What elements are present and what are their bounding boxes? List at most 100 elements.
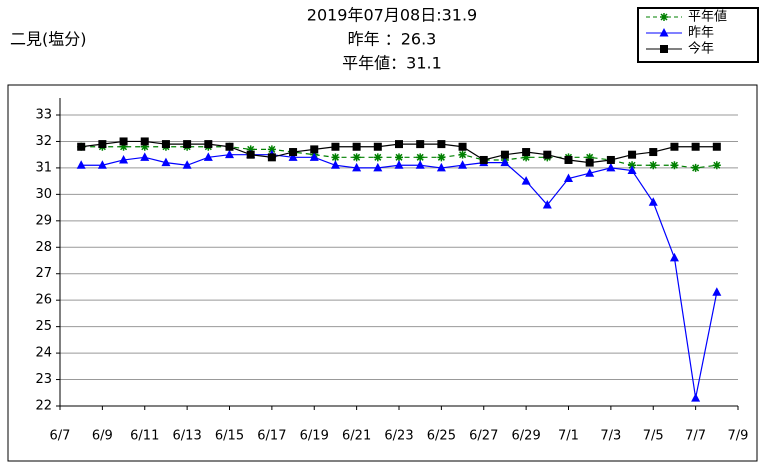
series-marker bbox=[309, 152, 319, 161]
series-marker bbox=[670, 161, 679, 170]
title-line: 平年値：31.1 bbox=[342, 54, 442, 73]
legend-label: 今年 bbox=[688, 41, 714, 57]
series-marker bbox=[437, 153, 446, 162]
series-marker bbox=[330, 160, 340, 169]
series-marker bbox=[97, 160, 107, 169]
series-marker bbox=[564, 155, 573, 164]
series-marker bbox=[564, 173, 573, 182]
series-marker bbox=[352, 162, 362, 172]
series-marker bbox=[373, 162, 383, 172]
x-tick-label: 6/29 bbox=[512, 429, 541, 444]
x-tick-label: 6/27 bbox=[469, 429, 498, 444]
y-tick-label: 30 bbox=[35, 187, 52, 202]
legend-marker bbox=[659, 28, 669, 37]
title-line: 2019年07月08日:31.9 bbox=[307, 6, 477, 25]
series-marker bbox=[352, 142, 361, 151]
chart-frame bbox=[7, 84, 758, 462]
series-marker bbox=[628, 161, 637, 170]
series-marker bbox=[204, 140, 213, 149]
series-marker bbox=[267, 145, 276, 154]
series-marker bbox=[458, 150, 467, 159]
series-marker bbox=[395, 140, 403, 149]
series-marker bbox=[373, 142, 382, 151]
series-marker bbox=[225, 142, 234, 151]
series-marker bbox=[140, 152, 150, 161]
x-tick-label: 6/13 bbox=[173, 429, 202, 444]
series-marker bbox=[373, 153, 382, 162]
series-marker bbox=[98, 140, 107, 149]
y-tick-label: 33 bbox=[35, 108, 52, 123]
series-marker bbox=[542, 199, 552, 209]
series-marker bbox=[77, 142, 86, 151]
series-marker bbox=[352, 153, 361, 162]
x-tick-label: 7/7 bbox=[685, 429, 706, 444]
series-marker bbox=[225, 149, 234, 159]
x-tick-label: 6/23 bbox=[384, 429, 413, 444]
x-tick-label: 6/19 bbox=[300, 429, 329, 444]
series-marker bbox=[670, 142, 679, 151]
y-tick-label: 22 bbox=[35, 399, 52, 414]
series-marker bbox=[606, 155, 615, 164]
series-marker bbox=[437, 140, 446, 149]
y-tick-label: 32 bbox=[35, 134, 52, 149]
series-marker bbox=[161, 157, 171, 167]
x-tick-label: 6/25 bbox=[427, 429, 456, 444]
x-tick-label: 7/3 bbox=[600, 429, 621, 444]
series-marker bbox=[691, 393, 701, 402]
series-marker bbox=[712, 142, 721, 151]
series-marker bbox=[522, 148, 531, 157]
series-marker bbox=[76, 160, 86, 169]
chart-label: 二見(塩分) bbox=[10, 30, 87, 49]
series-marker bbox=[585, 153, 594, 162]
series-marker bbox=[331, 142, 340, 151]
series-marker bbox=[416, 153, 425, 162]
x-tick-label: 6/9 bbox=[92, 429, 113, 444]
y-tick-label: 31 bbox=[35, 160, 52, 175]
series-marker bbox=[140, 142, 149, 151]
series-marker bbox=[522, 153, 531, 162]
y-tick-label: 23 bbox=[35, 372, 52, 387]
series-marker bbox=[267, 153, 276, 162]
series-marker bbox=[310, 145, 319, 154]
x-tick-label: 6/17 bbox=[257, 429, 286, 444]
series-marker bbox=[288, 152, 298, 161]
series-marker bbox=[500, 157, 510, 167]
y-tick-label: 28 bbox=[35, 240, 52, 255]
y-tick-label: 24 bbox=[35, 346, 52, 361]
y-tick-label: 25 bbox=[35, 319, 52, 334]
series-marker bbox=[691, 163, 700, 172]
series-marker bbox=[627, 165, 637, 175]
series-marker bbox=[182, 160, 192, 169]
y-tick-label: 26 bbox=[35, 293, 52, 308]
series-marker bbox=[203, 152, 213, 161]
y-tick-label: 27 bbox=[35, 266, 52, 281]
legend-label: 平年値 bbox=[688, 9, 727, 25]
series-marker bbox=[119, 142, 128, 151]
legend-box bbox=[637, 7, 759, 63]
legend-marker bbox=[660, 45, 668, 53]
legend-marker bbox=[660, 13, 668, 21]
series-marker bbox=[458, 142, 467, 151]
series-marker bbox=[415, 160, 425, 169]
series-marker bbox=[183, 140, 192, 149]
x-tick-label: 6/15 bbox=[215, 429, 244, 444]
series-marker bbox=[246, 145, 255, 154]
x-tick-label: 6/21 bbox=[342, 429, 371, 444]
series-marker bbox=[119, 154, 129, 164]
x-tick-label: 6/11 bbox=[130, 429, 159, 444]
series-marker bbox=[436, 162, 446, 172]
series-marker bbox=[585, 158, 594, 167]
series-marker bbox=[543, 150, 552, 159]
series-marker bbox=[161, 140, 170, 149]
series-marker bbox=[119, 137, 128, 146]
series-marker bbox=[712, 161, 721, 170]
series-marker bbox=[585, 168, 595, 177]
series-marker bbox=[669, 252, 679, 262]
x-tick-label: 7/9 bbox=[728, 429, 749, 444]
series-marker bbox=[648, 197, 658, 206]
x-tick-label: 6/7 bbox=[50, 429, 71, 444]
series-marker bbox=[712, 287, 722, 296]
series-marker bbox=[331, 153, 340, 162]
series-marker bbox=[500, 150, 509, 159]
